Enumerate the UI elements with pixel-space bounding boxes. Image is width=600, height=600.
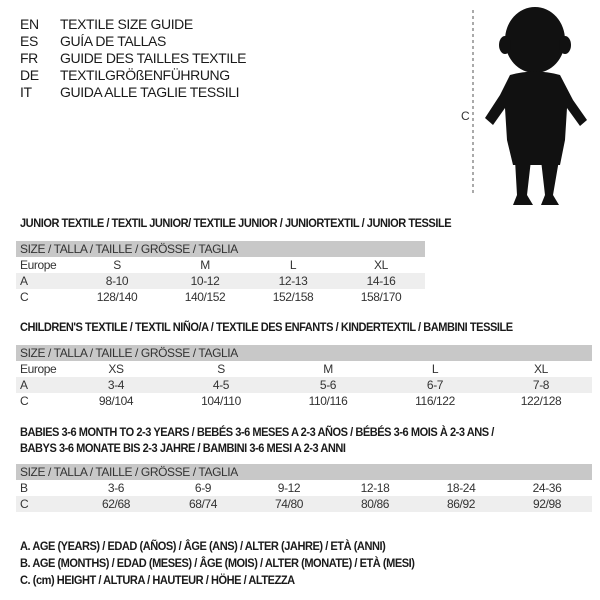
section-title-line: BABIES 3-6 MONTH TO 2-3 YEARS / BEBÉS 3-… [20,425,494,439]
table-cell: XL [534,362,548,376]
table-row: C 128/140 140/152 152/158 158/170 [16,289,425,305]
guide-title: TEXTILGRÖßENFÜHRUNG [60,67,230,83]
section-title-line: JUNIOR TEXTILE / TEXTIL JUNIOR/ TEXTILE … [20,216,452,230]
table-cell: 24-36 [532,481,562,495]
language-title-it: IT GUIDA ALLE TAGLIE TESSILI [20,84,239,101]
table-cell: 3-6 [107,481,125,495]
children-size-table: SIZE / TALLA / TAILLE / GRÖSSE / TAGLIA E… [16,345,592,409]
table-cell: 62/68 [101,497,131,511]
table-header: SIZE / TALLA / TAILLE / GRÖSSE / TAGLIA [16,464,592,480]
table-cell: XL [374,258,388,272]
table-cell: 128/140 [96,290,138,304]
row-label: A [20,274,28,288]
guide-title: TEXTILE SIZE GUIDE [60,16,193,32]
table-cell: 18-24 [446,481,476,495]
row-label: A [20,378,28,392]
table-row: C 62/68 68/74 74/80 80/86 86/92 92/98 [16,496,592,512]
table-cell: L [431,362,439,376]
language-code: DE [20,67,39,83]
table-row: A 3-4 4-5 5-6 6-7 7-8 [16,377,592,393]
height-measure-label: C [461,109,470,123]
table-cell: S [113,258,121,272]
legend-item: A. AGE (YEARS) / EDAD (AÑOS) / ÂGE (ANS)… [20,539,386,553]
table-cell: 80/86 [360,497,390,511]
junior-section-title: JUNIOR TEXTILE / TEXTIL JUNIOR/ TEXTILE … [20,215,452,231]
child-silhouette-figure: C [461,7,587,205]
legend-item: C. (cm) HEIGHT / ALTURA / HAUTEUR / HÖHE… [20,573,295,587]
row-label: Europe [20,258,57,272]
language-code: IT [20,84,32,100]
row-label: Europe [20,362,57,376]
row-label: C [20,497,29,511]
babies-section-title: BABIES 3-6 MONTH TO 2-3 YEARS / BEBÉS 3-… [20,424,494,456]
table-cell: 14-16 [366,274,396,288]
row-label: C [20,290,29,304]
guide-title: GUIDE DES TAILLES TEXTILE [60,50,247,66]
table-cell: 10-12 [190,274,220,288]
table-header: SIZE / TALLA / TAILLE / GRÖSSE / TAGLIA [16,345,592,361]
table-cell: 6-9 [194,481,212,495]
table-cell: 140/152 [184,290,226,304]
table-row: Europe S M L XL [16,257,425,273]
table-cell: 5-6 [319,378,337,392]
row-label: B [20,481,28,495]
table-cell: M [200,258,210,272]
table-cell: S [217,362,225,376]
table-cell: 104/110 [201,394,241,408]
table-row: C 98/104 104/110 110/116 116/122 122/128 [16,393,592,409]
table-row: B 3-6 6-9 9-12 12-18 18-24 24-36 [16,480,592,496]
section-title-line: CHILDREN'S TEXTILE / TEXTIL NIÑO/A / TEX… [20,320,513,334]
table-row: Europe XS S M L XL [16,361,592,377]
table-cell: 12-13 [278,274,308,288]
table-cell: 122/128 [520,394,562,408]
table-cell: XS [108,362,124,376]
guide-title: GUIDA ALLE TAGLIE TESSILI [60,84,240,100]
section-title-line: BABYS 3-6 MONATE BIS 2-3 JAHRE / BAMBINI… [20,441,346,455]
guide-title: GUÍA DE TALLAS [60,33,166,49]
children-section-title: CHILDREN'S TEXTILE / TEXTIL NIÑO/A / TEX… [20,319,513,335]
junior-size-table: SIZE / TALLA / TAILLE / GRÖSSE / TAGLIA E… [16,241,425,305]
table-cell: 86/92 [446,497,476,511]
abbreviation-legend: A. AGE (YEARS) / EDAD (AÑOS) / ÂGE (ANS)… [20,538,415,589]
table-cell: 98/104 [98,394,134,408]
language-title-es: ES GUÍA DE TALLAS [20,33,166,50]
table-cell: 9-12 [277,481,301,495]
legend-item: B. AGE (MONTHS) / EDAD (MESES) / ÂGE (MO… [20,556,415,570]
table-row: A 8-10 10-12 12-13 14-16 [16,273,425,289]
table-cell: 8-10 [105,274,129,288]
language-code: EN [20,16,39,32]
child-silhouette-icon [485,7,587,205]
table-header: SIZE / TALLA / TAILLE / GRÖSSE / TAGLIA [16,241,425,257]
table-cell: 116/122 [415,394,455,408]
row-label: C [20,394,29,408]
table-cell: 158/170 [360,290,402,304]
table-cell: M [323,362,333,376]
language-title-de: DE TEXTILGRÖßENFÜHRUNG [20,67,230,84]
language-code: FR [20,50,38,66]
table-cell: L [289,258,297,272]
table-cell: 4-5 [212,378,230,392]
table-cell: 3-4 [107,378,125,392]
language-code: ES [20,33,38,49]
table-cell: 7-8 [532,378,550,392]
table-cell: 74/80 [274,497,304,511]
table-cell: 152/158 [272,290,314,304]
table-cell: 68/74 [188,497,218,511]
language-title-en: EN TEXTILE SIZE GUIDE [20,16,193,33]
language-title-fr: FR GUIDE DES TAILLES TEXTILE [20,50,246,67]
table-cell: 92/98 [532,497,562,511]
table-cell: 12-18 [360,481,390,495]
table-cell: 110/116 [308,394,348,408]
table-cell: 6-7 [426,378,444,392]
babies-size-table: SIZE / TALLA / TAILLE / GRÖSSE / TAGLIA B… [16,464,592,512]
